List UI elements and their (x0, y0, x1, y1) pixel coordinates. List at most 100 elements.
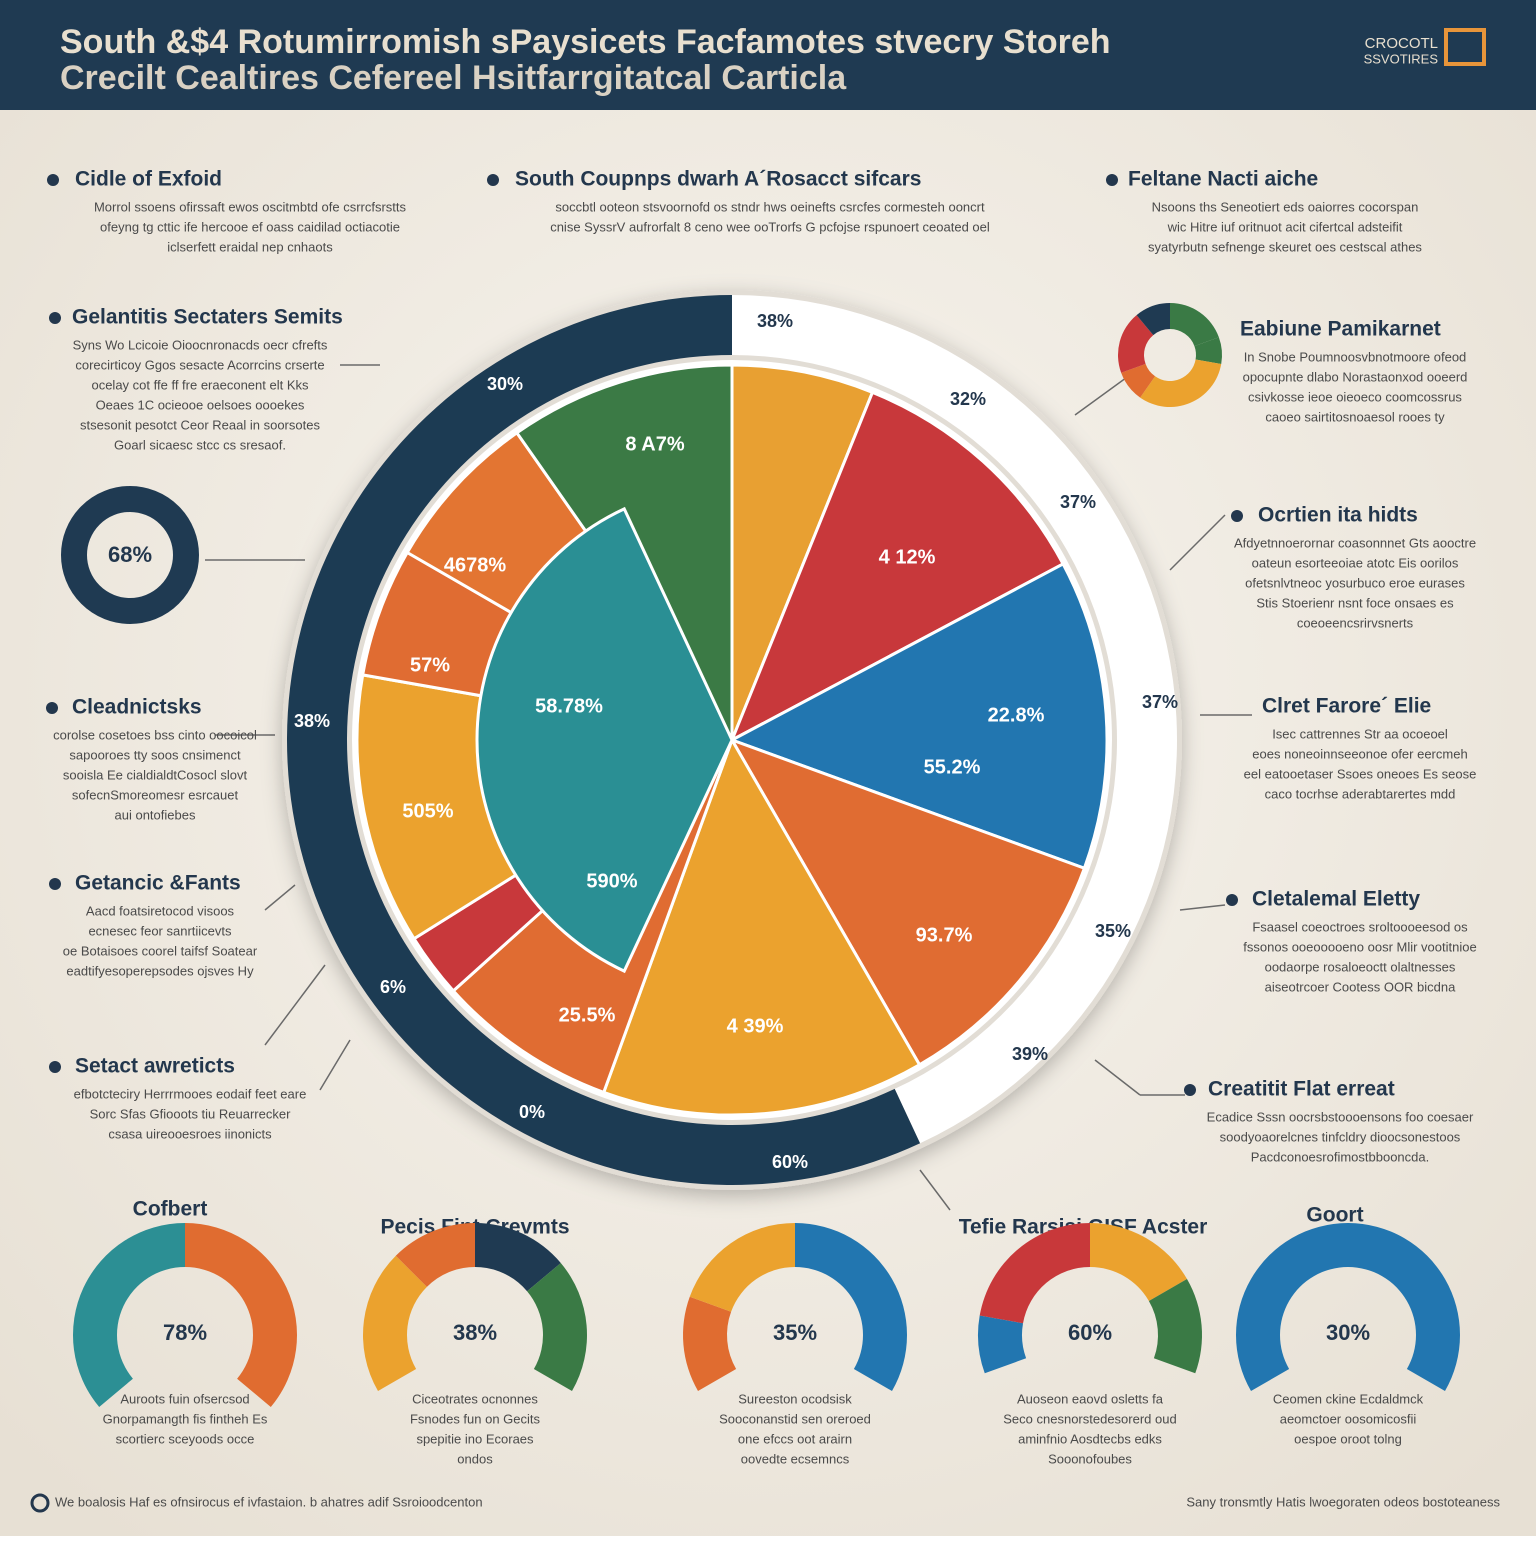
gauge-line: Auoseon eaovd osletts fa (1017, 1391, 1164, 1406)
section-line: iclserfett eraidal nep cnhaots (167, 239, 333, 254)
pie-inner-label: 8 A7% (625, 433, 685, 455)
pie-inner-label: 22.8% (988, 704, 1045, 726)
gauge-value: 78% (163, 1320, 207, 1345)
pie-outer-label: 30% (487, 374, 523, 394)
section-line: ofeyng tg cttic ife hercooe ef oass caid… (100, 219, 400, 234)
gauge-line: Ciceotrates ocnonnes (412, 1391, 538, 1406)
bullet (1226, 894, 1238, 906)
small-donut-segment (1170, 303, 1219, 347)
section-line: eadtifyesoperepsodes ojsves Hy (66, 963, 254, 978)
section-line: cnise SyssrV aufrorfalt 8 ceno wee ooTro… (550, 219, 990, 234)
gauge-title: Goort (1306, 1204, 1363, 1227)
section-line: oe Botaisoes coorel taifsf Soatear (63, 943, 258, 958)
bullet (46, 702, 58, 714)
left-donut-label: 68% (108, 542, 152, 567)
section-line: ecnesec feor sanrtiicevts (88, 923, 232, 938)
gauge-line: Sooconanstid sen oreroed (719, 1411, 871, 1426)
gauge-value: 35% (773, 1320, 817, 1345)
section-line: sofecnSmoreomesr esrcauet (72, 787, 239, 802)
bullet (487, 174, 499, 186)
section-line: Stis Stoerienr nsnt foce onsaes es (1256, 595, 1454, 610)
bullet (1231, 510, 1243, 522)
header-title: South &$4 Rotumirromish sPaysicets Facfa… (60, 23, 1111, 61)
pie-outer-label: 6% (380, 977, 406, 997)
section-line: opocupnte dlabo Norastaonxod ooeerd (1243, 369, 1468, 384)
section-line: eoes noneoinnseeonoe ofer eercmeh (1252, 746, 1467, 761)
connectors (205, 364, 1252, 1211)
section-line: aui ontofiebes (115, 807, 196, 822)
section-line: Fsaasel coeoctroes sroltoooeesod os (1252, 919, 1468, 934)
section-line: Nsoons ths Seneotiert eds oaiorres cocor… (1152, 199, 1419, 214)
section-line: fssonos ooeooooeno oosr Mlir vootitnioe (1243, 939, 1476, 954)
section-line: Goarl sicaesc stcc cs sresaof. (114, 437, 286, 452)
pie-outer-label: 37% (1060, 492, 1096, 512)
gauge-segment (1148, 1279, 1203, 1374)
pie-wedge (730, 363, 875, 741)
section-line: Pacdconoesrofimostbbooncda. (1251, 1149, 1430, 1164)
gauge-segment (395, 1223, 475, 1287)
section-line: wic Hitre iuf oritnuot acit cifertcal ad… (1167, 219, 1403, 234)
section-line: sapooroes tty soos cnsimenct (69, 747, 241, 762)
section-line: oodaorpe rosaloeoctt olaltnesses (1265, 959, 1456, 974)
bullet (49, 878, 61, 890)
gauge-segment (1236, 1223, 1460, 1391)
footer-icon (30, 1493, 50, 1513)
pie-wedge (601, 736, 922, 1117)
small-donut-segment (1194, 337, 1222, 365)
logo-text: CROCOTL (1365, 35, 1438, 52)
small-donut-segment (1121, 363, 1156, 398)
footer-left: We boalosis Haf es ofnsirocus ef ivfasta… (55, 1494, 483, 1509)
gauge-segment (978, 1315, 1027, 1374)
gauge-line: Seco cnesnorstedesorerd oud (1003, 1411, 1176, 1426)
section-line: ofetsnlvtneoc yosurbuco eroe eurases (1245, 575, 1465, 590)
section-title: Getancic &Fants (75, 872, 241, 895)
logo-icon (1444, 28, 1486, 66)
pie-outer-label: 35% (1095, 921, 1131, 941)
gauge-line: Gnorpamangth fis fintheh Es (103, 1411, 268, 1426)
gauge-line: Sureeston ocodsisk (738, 1391, 852, 1406)
section-line: oateun esorteeoiae atotc Eis oorilos (1252, 555, 1459, 570)
footer-right: Sany tronsmtly Hatis lwoegoraten odeos b… (1186, 1494, 1500, 1509)
section-line: stsesonit pesotct Ceor Reaal in soorsote… (80, 417, 320, 432)
section-line: csasa uireooesroes iinonicts (108, 1126, 272, 1141)
section-title: Ocrtien ita hidts (1258, 504, 1418, 527)
pie-wedge (728, 737, 1087, 1067)
gauge-line: spepitie ino Ecoraes (416, 1431, 534, 1446)
logo-text: SSVOTIRES (1364, 51, 1439, 66)
gauge-line: oovedte ecsemncs (741, 1451, 850, 1466)
bullet (1184, 1084, 1196, 1096)
section-line: Morrol ssoens ofirssaft ewos oscitmbtd o… (94, 199, 407, 214)
gauge-line: aeomctoer oosomicosfii (1280, 1411, 1417, 1426)
section-line: Aacd foatsiretocod visoos (86, 903, 235, 918)
pie-inner-label: 4678% (444, 554, 506, 576)
section-line: soccbtl ooteon stsvoornofd os stndr hws … (555, 199, 985, 214)
header-subtitle: Crecilt Cealtires Cefereel Hsitfarrgitat… (60, 59, 847, 97)
pie-inner-label: 55.2% (924, 756, 981, 778)
bullet (49, 312, 61, 324)
section-line: Sorc Sfas Gfiooots tiu Reuarrecker (90, 1106, 292, 1121)
gauge-segment (795, 1223, 907, 1391)
section-line: Oeaes 1C ocieooe oelsoes oooekes (96, 397, 305, 412)
pie-outer-label: 38% (294, 711, 330, 731)
gauge-title: Cofbert (133, 1198, 208, 1221)
pie-chart (282, 290, 1182, 1190)
section-title: Cidle of Exfoid (75, 168, 222, 191)
gauge-line: aminfnio Aosdtecbs edks (1018, 1431, 1162, 1446)
section-title: South Coupnps dwarh A´Rosacct sifcars (515, 168, 921, 191)
section-line: soodyoaorelcnes tinfcldry dioocsonestoos (1220, 1129, 1461, 1144)
pie-outer-label: 0% (519, 1102, 545, 1122)
section-title: Feltane Nacti aiche (1128, 168, 1318, 191)
left-donut (61, 486, 199, 624)
gauge-segment (683, 1296, 737, 1391)
pie-inner-label: 93.7% (916, 924, 973, 946)
bullet (49, 1061, 61, 1073)
gauge-line: Fsnodes fun on Gecits (410, 1411, 541, 1426)
pie-inner-label: 590% (586, 870, 637, 892)
outer-ring (732, 295, 1178, 1144)
pie-inner-label: 4 12% (879, 546, 936, 568)
section-title: Gelantitis Sectaters Semits (72, 306, 343, 329)
section-title: Cleadnictsks (72, 696, 202, 719)
gauge-segment (979, 1223, 1090, 1324)
gauge-segment (185, 1223, 297, 1407)
gauge-value: 60% (1068, 1320, 1112, 1345)
